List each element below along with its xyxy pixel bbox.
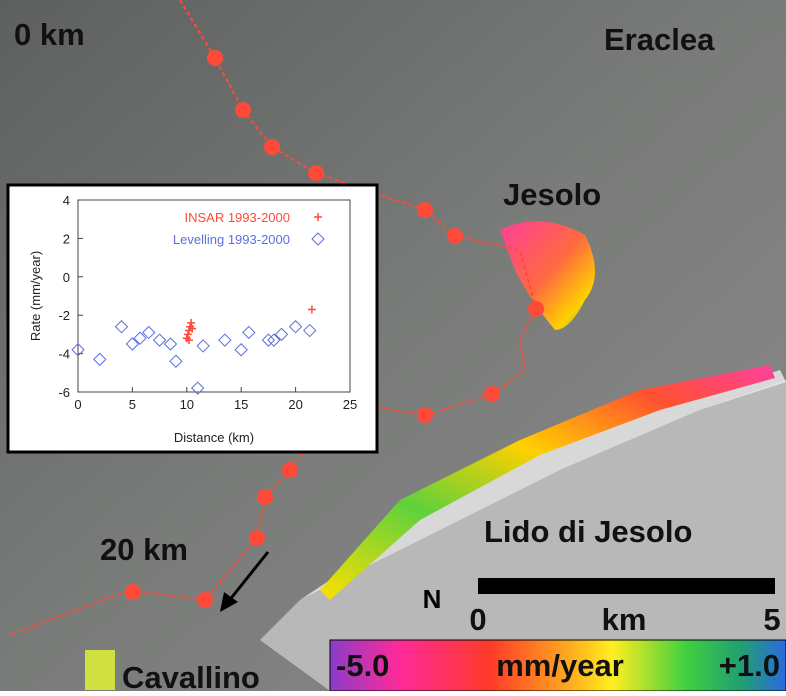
x-tick-label: 15 xyxy=(234,397,248,412)
y-tick-label: 2 xyxy=(63,231,70,246)
north-arrow: N xyxy=(423,584,442,614)
legend-label: Levelling 1993-2000 xyxy=(173,232,290,247)
x-tick-label: 25 xyxy=(343,397,357,412)
map-label: 0 km xyxy=(14,17,85,52)
y-tick-label: 0 xyxy=(63,270,70,285)
x-tick-label: 0 xyxy=(74,397,81,412)
map-label: Eraclea xyxy=(604,22,715,57)
x-tick-label: 10 xyxy=(180,397,194,412)
map-label: Jesolo xyxy=(503,177,601,212)
scale-label: 0 xyxy=(469,602,486,637)
color-bar-label: -5.0 xyxy=(336,648,389,683)
x-tick-label: 5 xyxy=(129,397,136,412)
map-label: 20 km xyxy=(100,532,188,567)
deformation-cavallino xyxy=(85,650,115,690)
y-tick-label: 4 xyxy=(63,193,70,208)
y-axis-label: Rate (mm/year) xyxy=(28,251,43,341)
map-figure: 0 km Eraclea Jesolo Lido di Jesolo 20 km… xyxy=(0,0,786,691)
x-tick-label: 20 xyxy=(288,397,302,412)
color-bar-label: mm/year xyxy=(496,648,624,683)
y-tick-label: -4 xyxy=(58,347,70,362)
y-tick-label: -6 xyxy=(58,385,70,400)
map-label: Cavallino xyxy=(122,660,260,691)
color-bar-label: +1.0 xyxy=(719,648,780,683)
scale-label: 5 xyxy=(763,602,780,637)
scale-label: km xyxy=(602,602,647,637)
x-axis-label: Distance (km) xyxy=(174,430,254,445)
map-label: Lido di Jesolo xyxy=(484,514,692,549)
y-tick-label: -2 xyxy=(58,308,70,323)
scale-bar xyxy=(478,578,775,594)
legend-label: INSAR 1993-2000 xyxy=(184,210,290,225)
